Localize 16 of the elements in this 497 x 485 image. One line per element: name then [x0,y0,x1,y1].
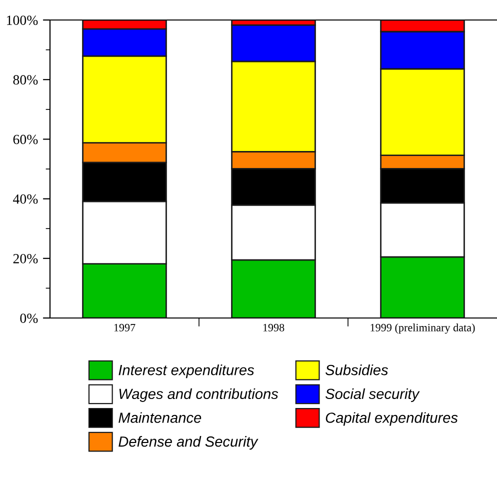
legend-label: Maintenance [118,412,202,423]
y-tick-label: 40% [13,194,38,204]
legend-label: Capital expenditures [326,412,458,426]
y-tick-label: 100% [7,16,38,25]
y-tick-label: 60% [13,134,38,144]
x-tick-label: 1999 (preliminary data) [370,324,475,334]
legend-label: Social security [325,388,420,402]
y-tick-label: 0% [20,314,38,323]
x-tick-label: 1998 [263,324,284,332]
x-tick-label: 1997 [114,324,136,332]
y-tick-label: 80% [13,75,38,85]
legend-label: Interest expenditures [118,364,254,378]
legend-label: Defense and Security [118,436,258,450]
legend-label: Wages and contributions [119,388,278,402]
legend-label: Subsidies [325,364,388,376]
y-tick-label: 20% [13,254,38,264]
